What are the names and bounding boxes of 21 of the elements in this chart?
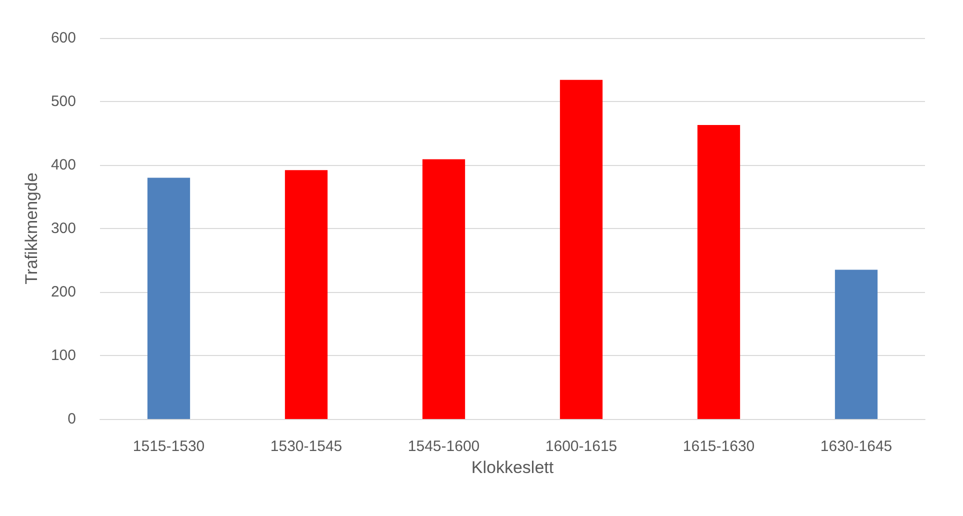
x-tick-label: 1545-1600 <box>408 438 480 455</box>
bar <box>147 178 190 419</box>
y-tick-label: 0 <box>68 410 76 428</box>
x-tick-label: 1600-1615 <box>545 438 618 455</box>
y-tick-label: 200 <box>50 284 76 300</box>
x-tick-label: 1515-1530 <box>132 438 205 455</box>
x-tick-label: 1630-1645 <box>820 438 892 455</box>
x-tick-label: 1615-1630 <box>682 438 755 455</box>
y-axis-title: Trafikkmengde <box>22 172 42 284</box>
bar <box>560 80 603 419</box>
y-tick-label: 400 <box>50 156 76 174</box>
bar <box>834 270 878 419</box>
y-tick-label: 600 <box>50 30 76 46</box>
x-tick-label: 1530-1545 <box>270 438 342 455</box>
bar <box>422 159 466 419</box>
bar <box>284 170 328 419</box>
y-tick-label: 300 <box>50 220 76 237</box>
y-tick-label: 500 <box>50 93 76 110</box>
bar <box>697 124 740 419</box>
y-tick-label: 100 <box>50 347 76 364</box>
x-axis-title: Klokkeslett <box>471 458 554 477</box>
